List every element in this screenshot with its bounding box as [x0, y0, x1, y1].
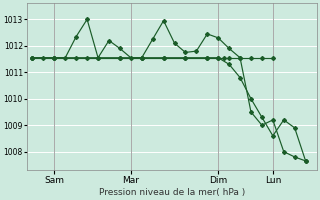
X-axis label: Pression niveau de la mer( hPa ): Pression niveau de la mer( hPa ) [99, 188, 245, 197]
